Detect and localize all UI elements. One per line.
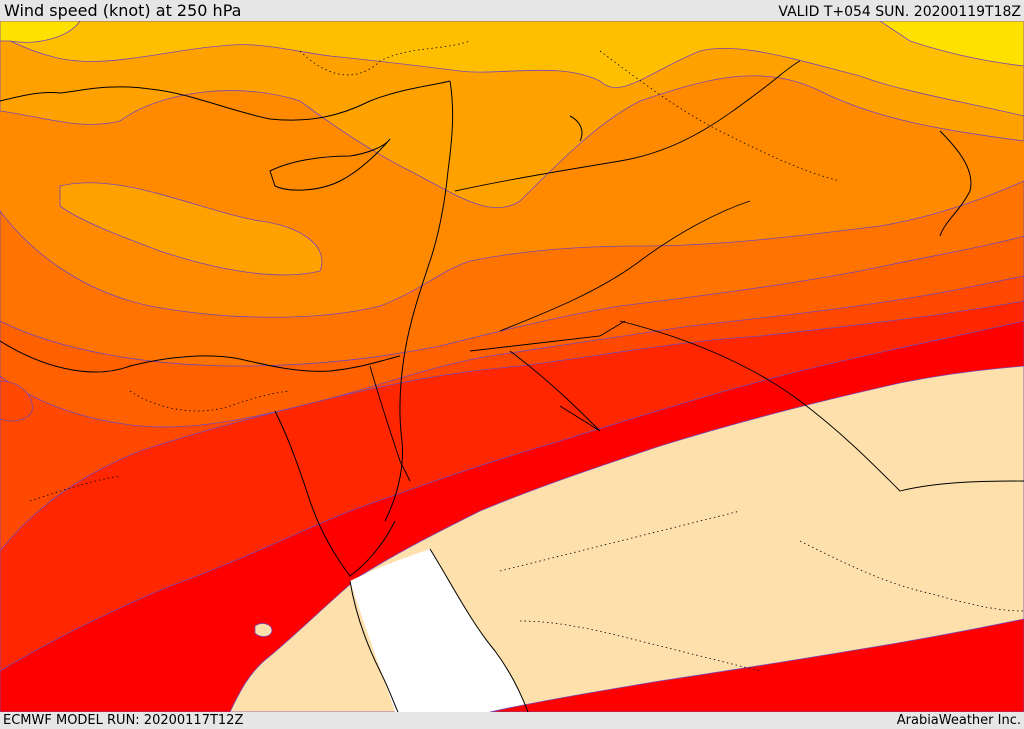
border-syria-iraq	[454, 60, 801, 192]
coast-levant	[384, 80, 454, 522]
band-light-orange	[0, 21, 1024, 117]
coast-cyprus	[269, 138, 391, 191]
band-orange-1	[0, 21, 1024, 208]
credit: ArabiaWeather Inc.	[896, 713, 1021, 728]
wind-speed-map	[0, 21, 1024, 712]
province-line	[599, 50, 841, 182]
map-footer: ECMWF MODEL RUN: 20200117T12Z ArabiaWeat…	[0, 712, 1024, 729]
province-line	[129, 390, 291, 412]
province-line	[29, 475, 121, 502]
coast-turkey	[0, 80, 451, 121]
valid-time: VALID T+054 SUN. 20200119T18Z	[778, 4, 1021, 20]
borders	[369, 60, 1024, 492]
coast-egypt	[0, 340, 401, 373]
coast-red-sea-west	[349, 580, 399, 712]
coast-gulf	[939, 130, 972, 237]
band-red-orange-spot	[0, 380, 33, 422]
band-red-south	[489, 618, 1024, 712]
province-lines	[29, 40, 1024, 672]
coast-red-sea-east	[429, 548, 529, 712]
province-line	[299, 40, 471, 76]
model-run: ECMWF MODEL RUN: 20200117T12Z	[3, 713, 244, 728]
coast-caspian	[569, 115, 583, 142]
coastlines	[0, 80, 972, 712]
band-orange-1-patch	[59, 182, 323, 276]
band-yellow-west	[0, 21, 81, 43]
border-egypt-libya	[369, 365, 411, 482]
border-inner	[619, 320, 1024, 492]
coast-sinai	[274, 410, 396, 577]
border-iraq-saudi	[499, 200, 751, 332]
border-jordan	[469, 320, 626, 352]
map-header: Wind speed (knot) at 250 hPa VALID T+054…	[0, 0, 1024, 21]
red-sea	[350, 549, 528, 712]
border-saudi-north	[509, 350, 601, 432]
map-title: Wind speed (knot) at 250 hPa	[4, 1, 242, 20]
island-calm	[254, 623, 273, 637]
province-line	[519, 620, 761, 672]
